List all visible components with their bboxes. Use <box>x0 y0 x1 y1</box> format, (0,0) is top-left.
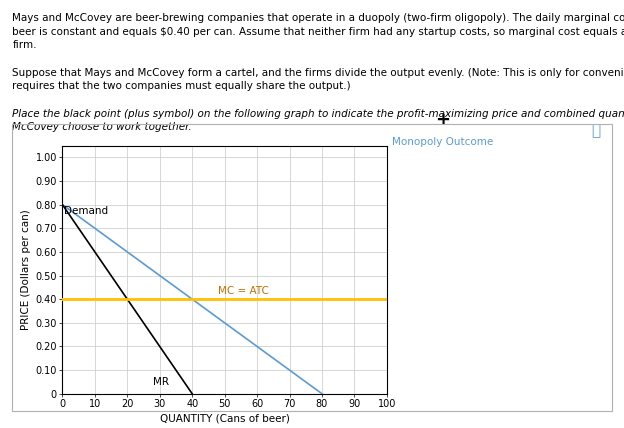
Text: ⓘ: ⓘ <box>592 123 600 138</box>
Text: MC = ATC: MC = ATC <box>218 285 269 296</box>
Text: Demand: Demand <box>64 206 108 216</box>
X-axis label: QUANTITY (Cans of beer): QUANTITY (Cans of beer) <box>160 413 290 423</box>
Y-axis label: PRICE (Dollars per can): PRICE (Dollars per can) <box>21 209 31 330</box>
Text: requires that the two companies must equally share the output.): requires that the two companies must equ… <box>12 81 351 91</box>
Text: McCovey choose to work together.: McCovey choose to work together. <box>12 122 192 132</box>
Text: MR: MR <box>154 377 169 386</box>
Text: Suppose that Mays and McCovey form a cartel, and the firms divide the output eve: Suppose that Mays and McCovey form a car… <box>12 68 624 77</box>
Text: +: + <box>436 111 451 129</box>
Text: firm.: firm. <box>12 40 37 50</box>
Text: Mays and McCovey are beer-brewing companies that operate in a duopoly (two-firm : Mays and McCovey are beer-brewing compan… <box>12 13 624 23</box>
Text: beer is constant and equals $0.40 per can. Assume that neither firm had any star: beer is constant and equals $0.40 per ca… <box>12 27 624 36</box>
Text: Monopoly Outcome: Monopoly Outcome <box>392 137 494 147</box>
Text: Place the black point (plus symbol) on the following graph to indicate the profi: Place the black point (plus symbol) on t… <box>12 109 624 119</box>
